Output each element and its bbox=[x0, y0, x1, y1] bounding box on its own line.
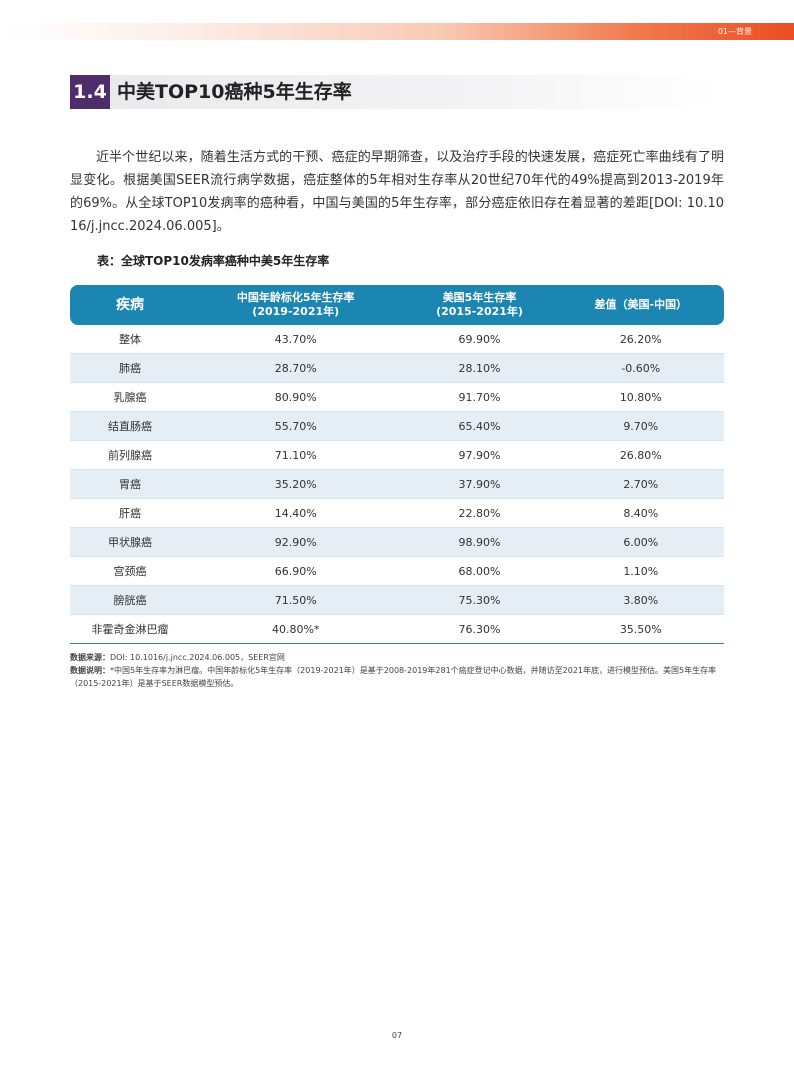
table-row: 胃癌 35.20% 37.90% 2.70% bbox=[70, 470, 724, 499]
cell-diff: 26.80% bbox=[557, 441, 724, 470]
cell-china: 71.50% bbox=[190, 586, 402, 615]
table-row: 整体 43.70% 69.90% 26.20% bbox=[70, 325, 724, 354]
source-note: 数据来源：DOI: 10.1016/j.jncc.2024.06.005，SEE… bbox=[70, 651, 724, 664]
cell-us: 98.90% bbox=[401, 528, 558, 557]
header-china: 中国年龄标化5年生存率 (2019-2021年) bbox=[190, 285, 402, 325]
cell-us: 76.30% bbox=[401, 615, 558, 644]
table-row: 甲状腺癌 92.90% 98.90% 6.00% bbox=[70, 528, 724, 557]
cell-us: 91.70% bbox=[401, 383, 558, 412]
page-title: 中美TOP10癌种5年生存率 bbox=[117, 81, 352, 103]
section-number: 1.4 bbox=[70, 75, 110, 109]
cell-disease: 前列腺癌 bbox=[70, 441, 190, 470]
header-us: 美国5年生存率 (2015-2021年) bbox=[401, 285, 558, 325]
cell-china: 35.20% bbox=[190, 470, 402, 499]
cell-diff: -0.60% bbox=[557, 354, 724, 383]
cell-disease: 结直肠癌 bbox=[70, 412, 190, 441]
cell-disease: 整体 bbox=[70, 325, 190, 354]
cell-us: 37.90% bbox=[401, 470, 558, 499]
cell-china: 28.70% bbox=[190, 354, 402, 383]
cell-china: 71.10% bbox=[190, 441, 402, 470]
cell-disease: 膀胱癌 bbox=[70, 586, 190, 615]
title-bar bbox=[70, 75, 720, 109]
explain-text: *中国5年生存率为淋巴瘤。中国年龄标化5年生存率（2019-2021年）是基于2… bbox=[70, 666, 717, 688]
header-diff: 差值（美国-中国） bbox=[557, 285, 724, 325]
cell-disease: 胃癌 bbox=[70, 470, 190, 499]
header-disease: 疾病 bbox=[70, 285, 190, 325]
cell-disease: 肝癌 bbox=[70, 499, 190, 528]
cell-diff: 1.10% bbox=[557, 557, 724, 586]
cell-us: 75.30% bbox=[401, 586, 558, 615]
header-us-line1: 美国5年生存率 bbox=[442, 291, 517, 304]
table-row: 前列腺癌 71.10% 97.90% 26.80% bbox=[70, 441, 724, 470]
cell-china: 92.90% bbox=[190, 528, 402, 557]
table-row: 非霍奇金淋巴瘤 40.80%* 76.30% 35.50% bbox=[70, 615, 724, 644]
source-label: 数据来源： bbox=[70, 653, 110, 662]
header-band bbox=[0, 23, 794, 40]
body-paragraph: 近半个世纪以来，随着生活方式的干预、癌症的早期筛查，以及治疗手段的快速发展，癌症… bbox=[70, 150, 724, 234]
cell-diff: 3.80% bbox=[557, 586, 724, 615]
explain-label: 数据说明： bbox=[70, 666, 110, 675]
cell-china: 14.40% bbox=[190, 499, 402, 528]
header-china-line1: 中国年龄标化5年生存率 bbox=[236, 291, 355, 304]
cell-diff: 10.80% bbox=[557, 383, 724, 412]
cell-disease: 肺癌 bbox=[70, 354, 190, 383]
table-row: 肺癌 28.70% 28.10% -0.60% bbox=[70, 354, 724, 383]
cell-us: 65.40% bbox=[401, 412, 558, 441]
data-notes: 数据来源：DOI: 10.1016/j.jncc.2024.06.005，SEE… bbox=[70, 651, 724, 690]
cell-us: 28.10% bbox=[401, 354, 558, 383]
source-text: DOI: 10.1016/j.jncc.2024.06.005，SEER官网 bbox=[110, 653, 285, 662]
section-label: 01—背景 bbox=[717, 27, 752, 36]
cell-china: 66.90% bbox=[190, 557, 402, 586]
cell-diff: 8.40% bbox=[557, 499, 724, 528]
cell-us: 22.80% bbox=[401, 499, 558, 528]
table-row: 肝癌 14.40% 22.80% 8.40% bbox=[70, 499, 724, 528]
table-header-row: 疾病 中国年龄标化5年生存率 (2019-2021年) 美国5年生存率 (201… bbox=[70, 285, 724, 325]
table-row: 膀胱癌 71.50% 75.30% 3.80% bbox=[70, 586, 724, 615]
header-china-line2: (2019-2021年) bbox=[252, 305, 340, 318]
cell-diff: 2.70% bbox=[557, 470, 724, 499]
table-row: 宫颈癌 66.90% 68.00% 1.10% bbox=[70, 557, 724, 586]
cell-china: 55.70% bbox=[190, 412, 402, 441]
cell-disease: 宫颈癌 bbox=[70, 557, 190, 586]
cell-disease: 甲状腺癌 bbox=[70, 528, 190, 557]
explain-note: 数据说明：*中国5年生存率为淋巴瘤。中国年龄标化5年生存率（2019-2021年… bbox=[70, 664, 724, 690]
cell-disease: 非霍奇金淋巴瘤 bbox=[70, 615, 190, 644]
cell-china: 43.70% bbox=[190, 325, 402, 354]
cell-diff: 9.70% bbox=[557, 412, 724, 441]
page-number: 07 bbox=[391, 1031, 403, 1040]
cell-diff: 6.00% bbox=[557, 528, 724, 557]
survival-table: 疾病 中国年龄标化5年生存率 (2019-2021年) 美国5年生存率 (201… bbox=[70, 285, 724, 644]
header-us-line2: (2015-2021年) bbox=[436, 305, 523, 318]
table-row: 结直肠癌 55.70% 65.40% 9.70% bbox=[70, 412, 724, 441]
cell-us: 68.00% bbox=[401, 557, 558, 586]
table-caption: 表：全球TOP10发病率癌种中美5年生存率 bbox=[97, 254, 330, 268]
cell-china: 40.80%* bbox=[190, 615, 402, 644]
cell-china: 80.90% bbox=[190, 383, 402, 412]
cell-us: 97.90% bbox=[401, 441, 558, 470]
cell-diff: 35.50% bbox=[557, 615, 724, 644]
cell-disease: 乳腺癌 bbox=[70, 383, 190, 412]
table-row: 乳腺癌 80.90% 91.70% 10.80% bbox=[70, 383, 724, 412]
cell-diff: 26.20% bbox=[557, 325, 724, 354]
cell-us: 69.90% bbox=[401, 325, 558, 354]
